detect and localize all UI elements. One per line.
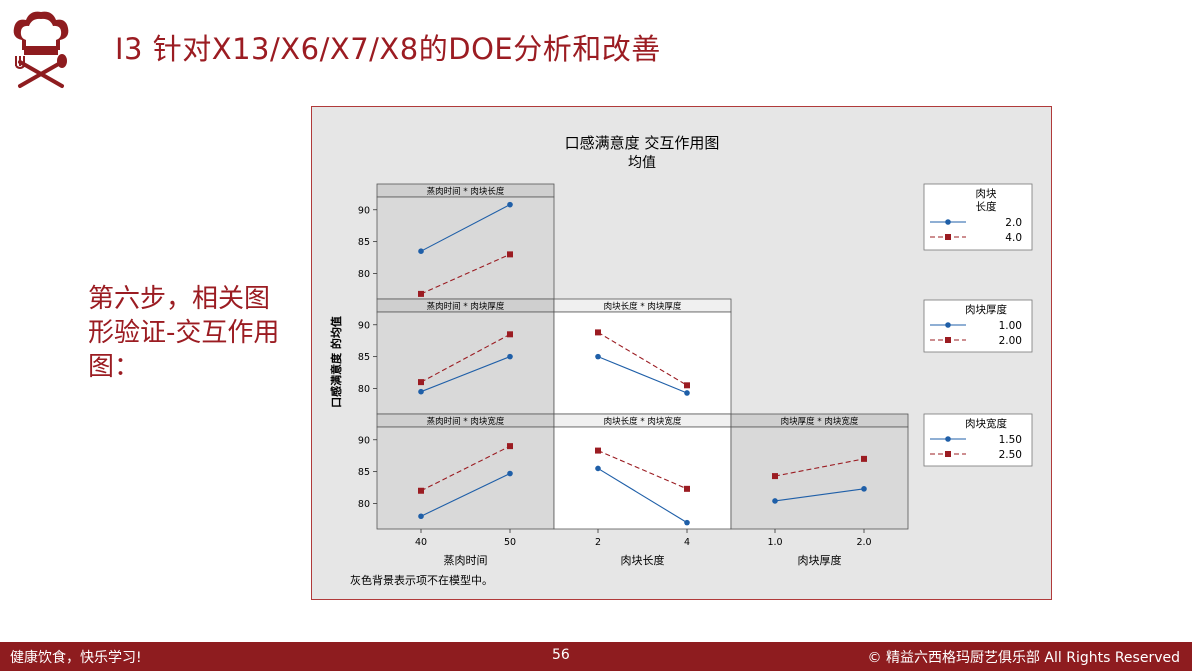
x-tick-label: 2.0 xyxy=(856,537,871,548)
data-point xyxy=(684,519,690,526)
panel-header-label: 蒸肉时间 * 肉块宽度 xyxy=(427,416,505,427)
data-point xyxy=(861,486,867,492)
y-tick-label: 85 xyxy=(358,352,370,363)
series-line xyxy=(597,356,688,394)
legend-marker xyxy=(945,322,951,328)
data-point xyxy=(418,248,424,254)
y-axis-label: 口感满意度 的均值 xyxy=(329,316,343,408)
data-point xyxy=(418,513,424,520)
series-line xyxy=(420,333,511,383)
y-tick-label: 85 xyxy=(358,467,370,478)
side-description: 第六步，相关图形验证-交互作用图： xyxy=(88,284,280,382)
panel-plot-area xyxy=(553,426,732,530)
x-tick-label: 4 xyxy=(684,537,690,548)
data-point xyxy=(507,353,513,360)
data-point xyxy=(507,443,513,450)
chart-footnote: 灰色背景表示项不在模型中。 xyxy=(350,573,493,587)
x-tick-label: 40 xyxy=(415,537,427,548)
y-tick-label: 80 xyxy=(358,384,370,395)
y-tick-label: 90 xyxy=(358,435,370,446)
legend-entry-label: 1.50 xyxy=(999,434,1022,446)
panel-plot-area xyxy=(730,426,909,530)
series-line xyxy=(597,331,688,386)
data-point xyxy=(418,388,424,395)
legend-entry-label: 1.00 xyxy=(999,320,1022,332)
chart-title: 口感满意度 交互作用图 xyxy=(565,134,720,152)
legend-marker xyxy=(945,436,951,442)
data-point xyxy=(772,498,778,504)
legend-entry-label: 4.0 xyxy=(1005,232,1022,244)
data-point xyxy=(684,390,690,396)
y-tick-label: 85 xyxy=(358,237,370,248)
data-point xyxy=(507,201,513,208)
legend-box xyxy=(923,413,1033,467)
series-line xyxy=(420,473,511,517)
data-point xyxy=(595,465,601,472)
series-line xyxy=(597,467,688,524)
legend-title: 肉块 xyxy=(976,187,997,200)
panel-header-label: 蒸肉时间 * 肉块长度 xyxy=(427,186,505,197)
data-point xyxy=(418,487,424,494)
x-tick-label: 1.0 xyxy=(767,537,782,548)
legend-marker xyxy=(945,451,951,457)
panel-header-label: 肉块厚度 * 肉块宽度 xyxy=(781,416,859,427)
panel-header-label: 蒸肉时间 * 肉块厚度 xyxy=(427,301,505,312)
data-point xyxy=(595,353,601,360)
data-point xyxy=(772,473,778,480)
series-line xyxy=(420,204,511,252)
panel-header-label: 肉块长度 * 肉块宽度 xyxy=(604,416,682,427)
data-point xyxy=(861,455,867,462)
legend-title: 长度 xyxy=(976,200,997,213)
legend-title: 肉块宽度 xyxy=(965,417,1007,430)
y-tick-label: 80 xyxy=(358,269,370,280)
series-line xyxy=(597,450,688,490)
panel-plot-area xyxy=(376,311,555,415)
series-line xyxy=(774,458,865,477)
y-tick-label: 90 xyxy=(358,205,370,216)
data-point xyxy=(595,329,601,336)
footer-bar: 健康饮食，快乐学习! 56 © 精益六西格玛厨艺俱乐部 All Rights R… xyxy=(0,642,1192,671)
data-point xyxy=(684,485,690,492)
panel-header-label: 肉块长度 * 肉块厚度 xyxy=(604,301,682,312)
data-point xyxy=(595,447,601,454)
data-point xyxy=(684,382,690,389)
page-number: 56 xyxy=(552,647,570,663)
legend-entry-label: 2.0 xyxy=(1005,217,1022,229)
x-axis-label: 肉块厚度 xyxy=(798,553,842,567)
y-tick-label: 80 xyxy=(358,499,370,510)
series-line xyxy=(774,488,865,502)
slide-title: I3 针对X13/X6/X7/X8的DOE分析和改善 xyxy=(115,32,661,66)
series-line xyxy=(420,356,511,393)
chef-hat-logo-icon xyxy=(13,11,69,88)
x-axis-label: 肉块长度 xyxy=(621,553,665,567)
legend-entry-label: 2.00 xyxy=(999,335,1022,347)
data-point xyxy=(507,251,513,258)
y-tick-label: 90 xyxy=(358,320,370,331)
series-line xyxy=(420,445,511,492)
legend-box xyxy=(923,183,1033,251)
legend-box xyxy=(923,299,1033,353)
x-tick-label: 50 xyxy=(504,537,516,548)
interaction-plot: 口感满意度 交互作用图 均值口感满意度 的均值 蒸肉时间 * 肉块长度 80 85 90 蒸… xyxy=(311,106,1052,600)
legend-marker xyxy=(945,337,951,343)
panel-plot-area xyxy=(376,426,555,530)
data-point xyxy=(507,331,513,338)
legend-marker xyxy=(945,219,951,225)
data-point xyxy=(418,379,424,386)
panel-plot-area xyxy=(553,311,732,415)
data-point xyxy=(418,290,424,297)
x-tick-label: 2 xyxy=(595,537,601,548)
series-line xyxy=(420,253,511,295)
chart-subtitle: 均值 xyxy=(628,155,656,171)
footer-copyright: © 精益六西格玛厨艺俱乐部 All Rights Reserved xyxy=(867,650,1180,666)
footer-slogan: 健康饮食，快乐学习! xyxy=(10,650,142,666)
x-axis-label: 蒸肉时间 xyxy=(444,554,488,567)
legend-marker xyxy=(945,234,951,240)
legend-title: 肉块厚度 xyxy=(965,303,1007,316)
data-point xyxy=(507,470,513,477)
legend-entry-label: 2.50 xyxy=(999,449,1022,461)
panel-plot-area xyxy=(376,196,555,300)
